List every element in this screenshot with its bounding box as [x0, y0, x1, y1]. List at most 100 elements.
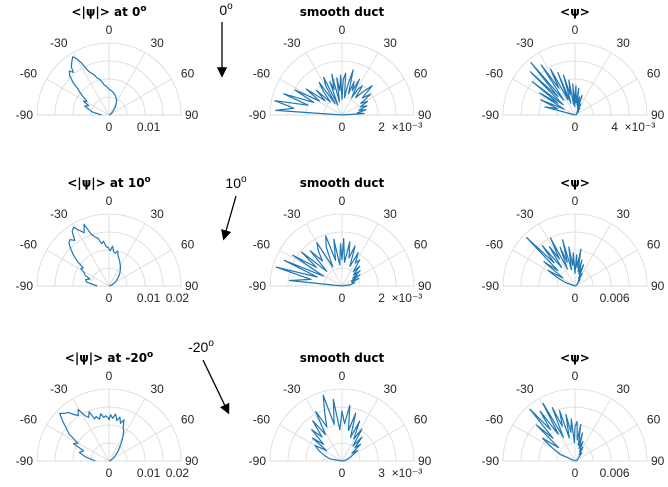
r-tick-label: 0 [572, 120, 579, 134]
plot-title-text: <|ψ|> at 0 [71, 5, 140, 19]
theta-tick-label: 30 [617, 36, 631, 50]
r-tick-label: 4 [611, 120, 618, 134]
radial-gridline [305, 424, 379, 462]
theta-tick-label: 90 [185, 279, 199, 293]
polar-plot-r1-c0: -90 -60 -30 0 30 60 90 0 0.01 0.02 <|ψ|> at 10o [16, 175, 199, 305]
radial-gridline [54, 60, 164, 116]
theta-tick-label: 0 [106, 194, 113, 208]
theta-tick-label: -30 [50, 382, 68, 396]
radial-gridline [538, 249, 612, 287]
theta-tick-label: 30 [151, 207, 165, 221]
radial-gridline [520, 231, 630, 287]
polar-plot-r2-c1: -90 -60 -30 0 30 60 90 0 3 ×10⁻³ smooth duct [249, 351, 432, 480]
theta-tick-label: -90 [16, 454, 34, 468]
angle-label: 0o [219, 1, 233, 18]
theta-tick-label: -30 [283, 207, 301, 221]
polar-plot-r0-c2: -90 -60 -30 0 30 60 90 0 4 ×10⁻³ <ψ> [482, 5, 665, 134]
theta-tick-label: -60 [253, 413, 271, 427]
plot-title: <ψ> [560, 351, 590, 365]
theta-tick-label: -60 [486, 238, 504, 252]
r-exponent-label: ×10⁻³ [625, 120, 656, 134]
radial-gridline [538, 424, 612, 462]
theta-tick-label: -90 [249, 108, 267, 122]
polar-frame [502, 42, 648, 116]
polar-frame [36, 213, 182, 287]
theta-tick-label: 60 [647, 413, 661, 427]
plot-title-text: smooth duct [300, 176, 385, 190]
radial-gridline [287, 406, 397, 462]
r-tick-label: 0.02 [166, 291, 190, 305]
theta-tick-label: -60 [486, 67, 504, 81]
polar-frame [36, 388, 182, 462]
r-tick-label: 0 [339, 120, 346, 134]
theta-tick-label: 60 [414, 413, 428, 427]
plot-title-text: smooth duct [300, 5, 385, 19]
polar-series-line [68, 56, 118, 116]
theta-tick-label: -60 [253, 238, 271, 252]
plot-title: smooth duct [300, 351, 385, 365]
r-tick-label: 0 [339, 291, 346, 305]
r-tick-label: 0 [106, 120, 113, 134]
theta-tick-label: 60 [647, 67, 661, 81]
radial-gridline [520, 60, 630, 116]
polar-series-line [275, 235, 361, 287]
theta-tick-label: 90 [651, 108, 665, 122]
radial-gridline [287, 60, 397, 116]
plot-title-text: <|ψ|> at -20 [65, 351, 147, 365]
plot-title-superscript: o [145, 175, 151, 185]
radial-gridline [54, 231, 164, 287]
r-tick-label: 0 [572, 466, 579, 480]
r-tick-label: 0 [106, 466, 113, 480]
theta-tick-label: 0 [106, 369, 113, 383]
radial-gridline [72, 78, 146, 116]
theta-tick-label: 90 [185, 454, 199, 468]
theta-tick-label: -90 [249, 279, 267, 293]
theta-tick-label: -30 [516, 207, 534, 221]
direction-arrow [202, 359, 230, 415]
theta-tick-label: 0 [339, 369, 346, 383]
plot-title-text: smooth duct [300, 351, 385, 365]
radial-gridline [520, 406, 630, 462]
polar-series-line [59, 409, 125, 462]
polar-series-line [529, 61, 583, 116]
theta-tick-label: -60 [20, 67, 38, 81]
theta-tick-label: 30 [384, 207, 398, 221]
theta-tick-label: 0 [339, 23, 346, 37]
polar-frame [269, 213, 415, 287]
theta-tick-label: 90 [418, 108, 432, 122]
r-tick-label: 2 [378, 120, 385, 134]
angle-superscript: o [227, 1, 233, 12]
theta-tick-label: -30 [50, 207, 68, 221]
plot-title: <ψ> [560, 176, 590, 190]
theta-tick-label: -90 [482, 454, 500, 468]
theta-tick-label: -60 [20, 413, 38, 427]
theta-tick-label: 60 [414, 238, 428, 252]
radial-gridline [556, 442, 594, 462]
angle-value: 10 [225, 175, 241, 191]
polar-frame [269, 42, 415, 116]
r-tick-label: 2 [378, 291, 385, 305]
theta-tick-label: 60 [414, 67, 428, 81]
theta-tick-label: 0 [339, 194, 346, 208]
incidence-angle-annotation: 10o [221, 174, 247, 241]
theta-tick-label: -60 [486, 413, 504, 427]
theta-tick-label: 30 [384, 36, 398, 50]
polar-frame [502, 213, 648, 287]
theta-tick-label: 90 [418, 454, 432, 468]
radial-gridline [90, 267, 128, 287]
polar-plot-r2-c0: -90 -60 -30 0 30 60 90 0 0.01 0.02 <|ψ|> at -20o [16, 350, 199, 480]
theta-tick-label: -30 [283, 36, 301, 50]
theta-tick-label: -30 [516, 36, 534, 50]
polar-plot-r0-c1: -90 -60 -30 0 30 60 90 0 2 ×10⁻³ smooth duct [249, 5, 432, 134]
radial-gridline [90, 442, 128, 462]
theta-tick-label: -90 [16, 108, 34, 122]
theta-tick-label: -30 [516, 382, 534, 396]
r-tick-label: 0.02 [166, 466, 190, 480]
theta-tick-label: 30 [151, 36, 165, 50]
polar-series-line [529, 402, 584, 462]
polar-plot-r2-c2: -90 -60 -30 0 30 60 90 0 0.006 <ψ> [482, 351, 665, 480]
theta-tick-label: 60 [181, 238, 195, 252]
polar-frame [502, 388, 648, 462]
theta-tick-label: -30 [283, 382, 301, 396]
angle-value: -20 [188, 339, 208, 355]
